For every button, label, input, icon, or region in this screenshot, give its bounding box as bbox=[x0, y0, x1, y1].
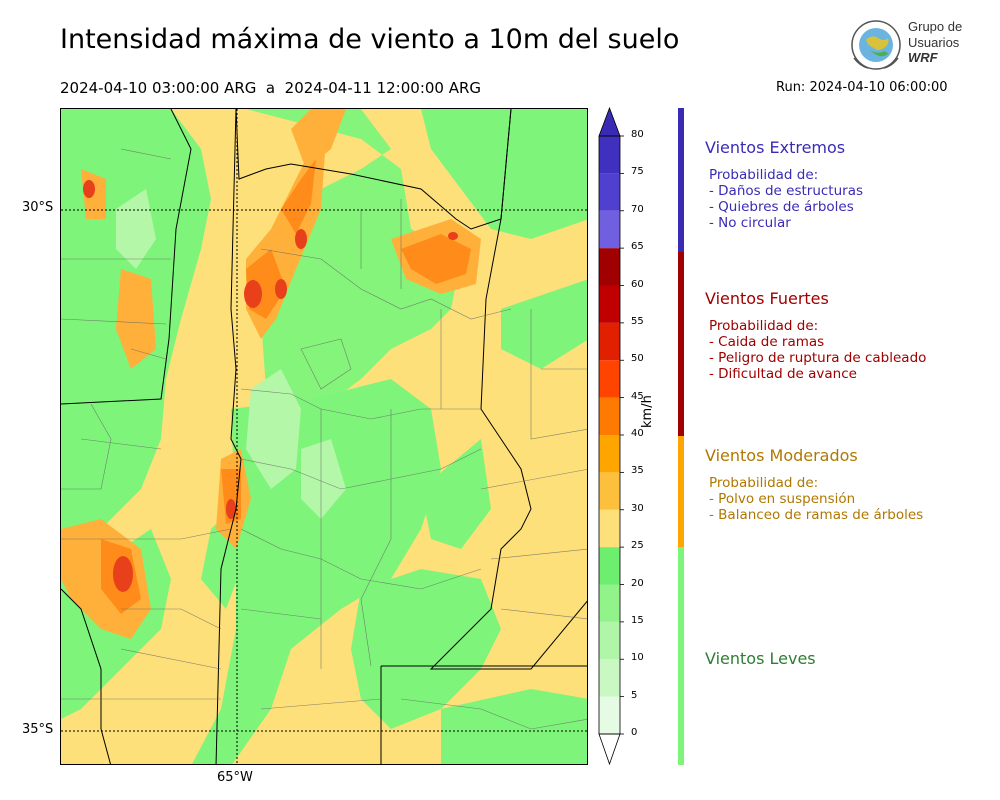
lon-label-65w: 65°W bbox=[217, 770, 253, 785]
colorbar-tick-label: 80 bbox=[631, 129, 644, 140]
colorbar-bin bbox=[599, 435, 620, 473]
colorbar-tick-label: 40 bbox=[631, 428, 644, 439]
globe-icon bbox=[851, 20, 901, 70]
forecast-period: 2024-04-10 03:00:00 ARG a 2024-04-11 12:… bbox=[60, 79, 482, 97]
category-bar bbox=[678, 108, 684, 252]
colorbar-tick-label: 20 bbox=[631, 577, 644, 589]
category-title: Vientos Leves bbox=[705, 649, 816, 668]
colorbar-unit: km/h bbox=[640, 395, 655, 428]
category-block: Vientos Leves bbox=[705, 649, 816, 668]
colorbar-over-triangle bbox=[598, 106, 621, 137]
colorbar-bin bbox=[599, 509, 620, 548]
colorbar-tick-label: 25 bbox=[631, 540, 644, 552]
colorbar-bin bbox=[599, 173, 620, 211]
lat-label-30s: 30°S bbox=[22, 200, 54, 215]
colorbar-bin bbox=[599, 322, 620, 361]
colorbar-bin bbox=[599, 659, 620, 697]
category-item: - Peligro de ruptura de cableado bbox=[709, 350, 927, 366]
category-item: - Quiebres de árboles bbox=[709, 199, 854, 215]
category-bar bbox=[678, 252, 684, 436]
wind-colorbar bbox=[598, 106, 624, 766]
colorbar-tick-label: 50 bbox=[631, 353, 644, 365]
category-item: - No circular bbox=[709, 215, 791, 231]
category-title: Vientos Moderados bbox=[705, 446, 858, 465]
colorbar-bin bbox=[599, 397, 620, 435]
category-block: Vientos Moderados Probabilidad de: - Polvo… bbox=[705, 446, 923, 523]
colorbar-under-triangle bbox=[598, 733, 621, 766]
colorbar-tick-label: 60 bbox=[631, 278, 644, 290]
logo-text-line1: Grupo de bbox=[908, 19, 963, 34]
colorbar-tick-label: 45 bbox=[631, 390, 644, 402]
colorbar-tick-label: 55 bbox=[631, 315, 644, 327]
run-time: Run: 2024-04-10 06:00:00 bbox=[776, 80, 948, 95]
colorbar-tick-label: 0 bbox=[631, 727, 638, 738]
logo-text-line3: WRF bbox=[908, 50, 938, 65]
colorbar-bin bbox=[599, 360, 620, 398]
category-bar bbox=[678, 436, 684, 547]
colorbar-bin bbox=[599, 136, 620, 174]
colorbar-bin bbox=[599, 621, 620, 660]
category-block: Vientos Fuertes Probabilidad de: - Caida d… bbox=[705, 289, 926, 382]
colorbar-bin bbox=[599, 285, 620, 323]
colorbar-bin bbox=[599, 547, 620, 585]
colorbar-bin bbox=[599, 248, 620, 286]
lat-label-35s: 35°S bbox=[22, 722, 54, 737]
colorbar-tick-label: 15 bbox=[631, 614, 644, 626]
category-block: Vientos Extremos Probabilidad de: - Daños … bbox=[705, 138, 863, 231]
colorbar-tick-label: 65 bbox=[631, 241, 644, 253]
category-subtitle: Probabilidad de: bbox=[709, 318, 819, 334]
colorbar-tick-label: 30 bbox=[631, 502, 644, 514]
category-item: - Balanceo de ramas de árboles bbox=[709, 507, 924, 523]
wrf-logo: Grupo de Usuarios WRF bbox=[848, 18, 968, 72]
category-item: - Dificultad de avance bbox=[709, 366, 857, 382]
wind-map bbox=[60, 108, 588, 765]
map-title: Intensidad máxima de viento a 10m del su… bbox=[60, 24, 680, 55]
category-item: - Daños de estructuras bbox=[709, 183, 864, 199]
colorbar-bin bbox=[599, 696, 620, 734]
colorbar-tick-label: 75 bbox=[631, 166, 644, 178]
colorbar-bin bbox=[599, 210, 620, 249]
colorbar-tick-label: 70 bbox=[631, 203, 644, 215]
colorbar-tick-label: 5 bbox=[631, 689, 638, 701]
colorbar-tick-label: 10 bbox=[631, 652, 644, 664]
colorbar-bin bbox=[599, 472, 620, 510]
category-bar bbox=[678, 547, 684, 765]
logo-text-line2: Usuarios bbox=[908, 35, 960, 50]
category-title: Vientos Extremos bbox=[705, 138, 846, 157]
category-item: - Polvo en suspensión bbox=[709, 491, 856, 507]
category-subtitle: Probabilidad de: bbox=[709, 475, 819, 491]
colorbar-bin bbox=[599, 584, 620, 622]
wind-map-plot bbox=[61, 109, 587, 764]
colorbar-tick-label: 35 bbox=[631, 465, 644, 477]
category-subtitle: Probabilidad de: bbox=[709, 167, 819, 183]
category-item: - Caida de ramas bbox=[709, 334, 825, 350]
category-title: Vientos Fuertes bbox=[705, 289, 829, 308]
